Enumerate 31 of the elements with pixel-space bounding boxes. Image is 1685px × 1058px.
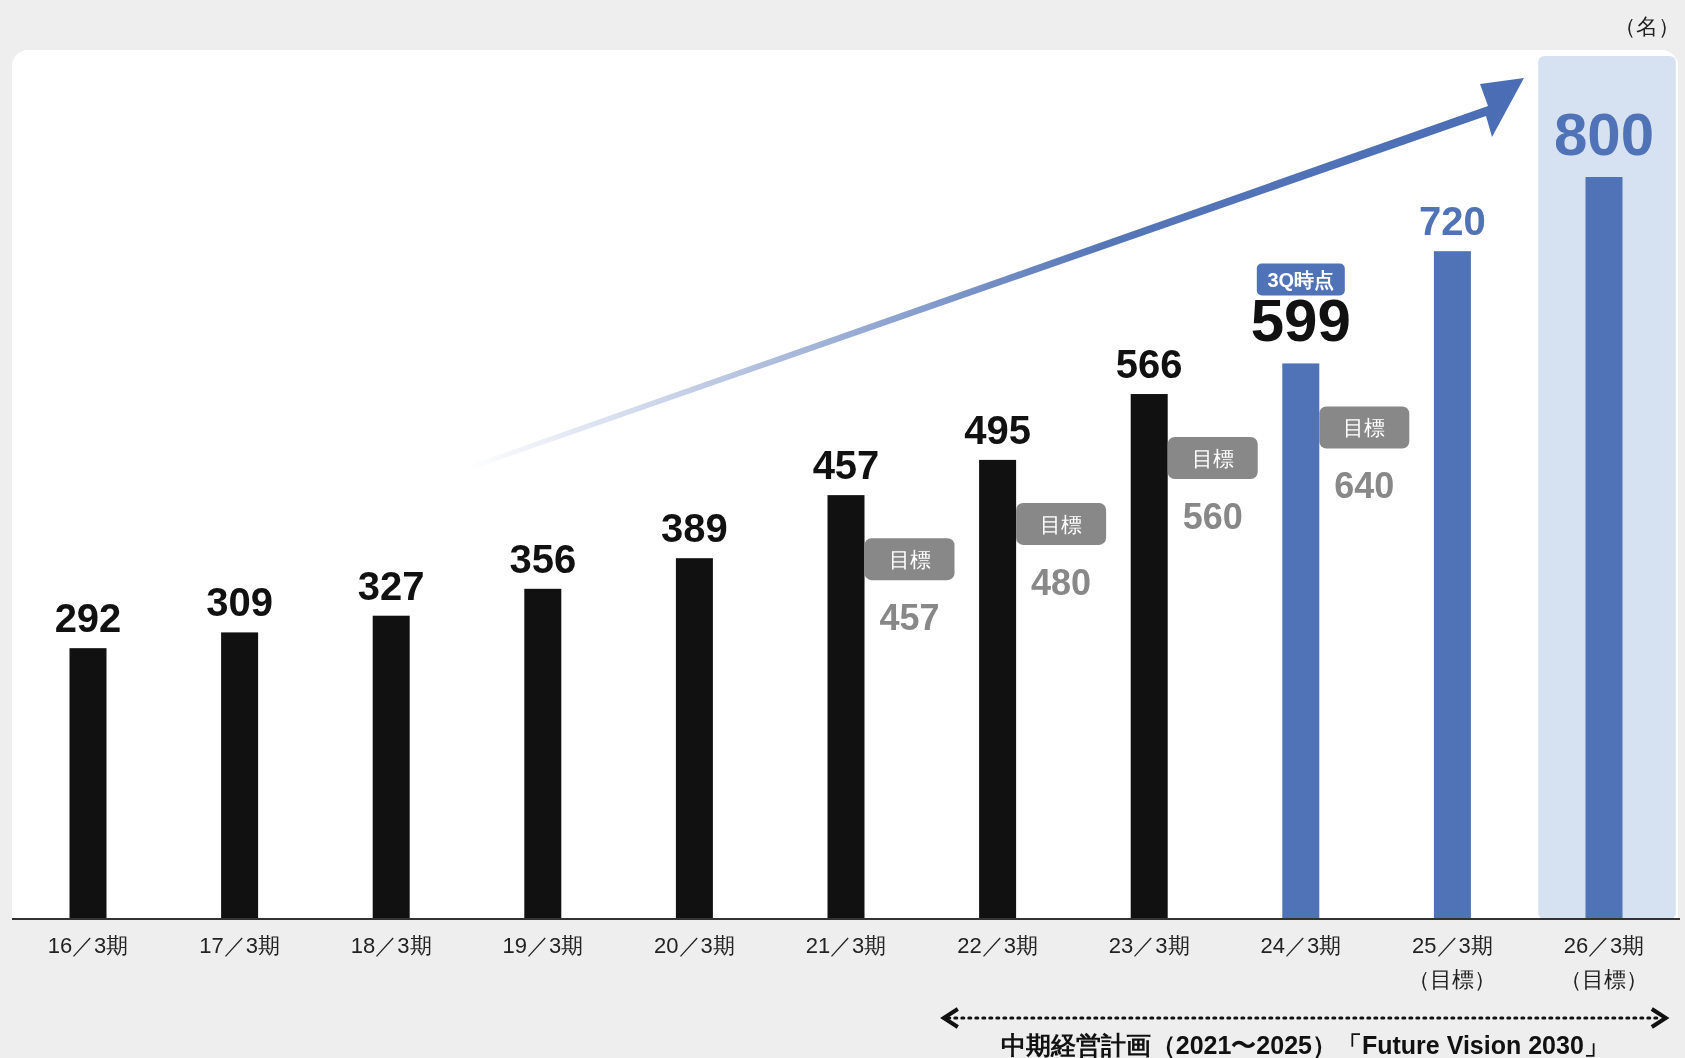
annotation: 560 [1182, 496, 1243, 538]
x-tick-label: 17／3期 [198, 932, 281, 960]
data-label: 800 [1553, 101, 1655, 168]
data-label: 495 [964, 407, 1031, 452]
x-tick-label: 16／3期 [46, 932, 130, 960]
x-tick-label: 23／3期 [1107, 932, 1191, 960]
data-label: 457 [812, 443, 880, 488]
annotation: 480 [1031, 561, 1092, 603]
text: （名） [1614, 14, 1680, 39]
annotation: 457 [879, 597, 940, 639]
x-tick-label: 18／3期 [349, 932, 433, 960]
x-tick-label: 22／3期 [956, 932, 1039, 960]
data-label: 389 [661, 506, 728, 551]
data-label: 327 [357, 563, 425, 608]
data-label: 356 [509, 536, 577, 581]
annotation: 目標 [1343, 416, 1386, 440]
x-tick-label: 25／3期（目標） [1407, 932, 1498, 994]
x-tick-label: 26／3期（目標） [1559, 932, 1649, 994]
data-label: 720 [1419, 199, 1486, 244]
x-tick-label: 21／3期 [804, 932, 888, 960]
text: 中期経営計画（2021〜2025）「Future Vision 2030」 [1000, 1031, 1609, 1058]
data-label: 566 [1115, 342, 1183, 387]
data-label: 292 [54, 596, 122, 641]
x-tick-label: 19／3期 [501, 932, 585, 960]
x-tick-label: 24／3期 [1259, 932, 1343, 960]
annotation: 640 [1334, 465, 1395, 507]
annotation: 目標 [1040, 512, 1083, 536]
annotation: 目標 [1191, 447, 1234, 471]
data-label: 309 [206, 580, 273, 625]
x-tick-label: 20／3期 [653, 932, 736, 960]
annotation: 目標 [888, 548, 931, 572]
